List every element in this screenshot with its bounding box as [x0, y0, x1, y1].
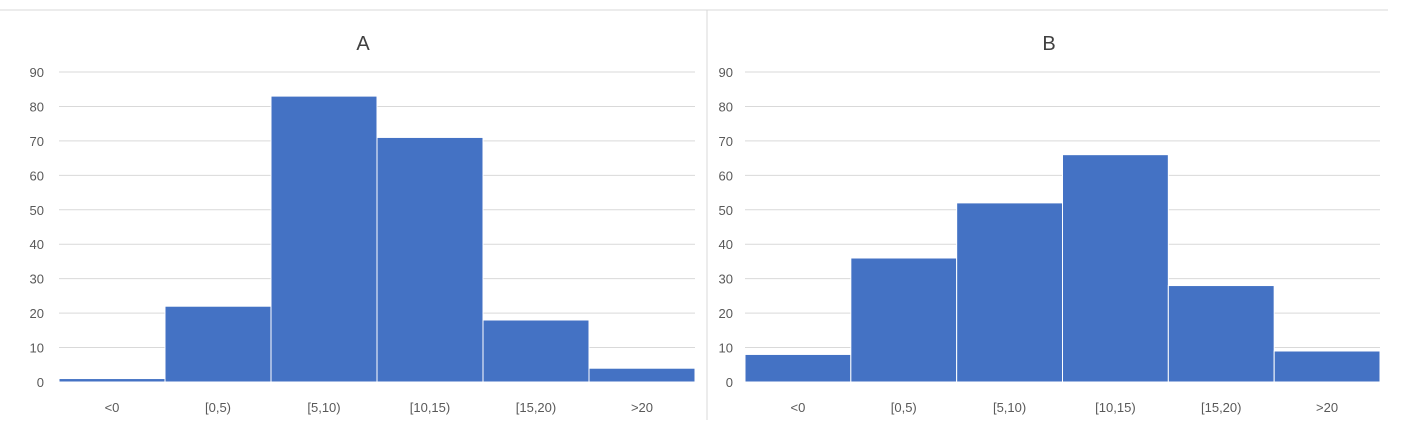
y-tick-label: 10 [719, 341, 733, 356]
y-tick-label: 0 [726, 375, 733, 390]
x-tick-label: [5,10) [307, 400, 340, 415]
bar [58, 378, 166, 383]
y-tick-label: 20 [719, 306, 733, 321]
bar [850, 257, 958, 383]
bar [1273, 350, 1381, 383]
bar [1062, 154, 1169, 383]
x-tick-label: <0 [105, 400, 120, 415]
x-tick-label: [0,5) [891, 400, 917, 415]
x-tick-label: [5,10) [993, 400, 1026, 415]
x-tick-label: >20 [1316, 400, 1338, 415]
y-tick-label: 30 [719, 272, 733, 287]
bar [482, 319, 590, 383]
y-tick-label: 50 [719, 203, 733, 218]
x-tick-label: [15,20) [516, 400, 556, 415]
x-tick-label: <0 [791, 400, 806, 415]
bar [744, 353, 852, 383]
y-tick-label: 10 [30, 341, 44, 356]
y-tick-label: 0 [37, 375, 44, 390]
y-tick-label: 60 [719, 168, 733, 183]
y-tick-label: 80 [30, 99, 44, 114]
bar [1167, 285, 1275, 383]
chart-panel-a: A 0 10 20 30 40 50 60 70 80 90 <0 [0,5) [5,10) [10,1… [30, 33, 696, 415]
chart-title: A [356, 33, 370, 55]
x-tick-label: [0,5) [205, 400, 231, 415]
x-tick-label: >20 [631, 400, 653, 415]
chart-panel-b: B 0 10 20 30 40 50 60 70 80 90 <0 [0,5) [5,10) [10,1… [719, 33, 1381, 415]
y-tick-label: 30 [30, 272, 44, 287]
bar [164, 305, 272, 383]
bar [588, 367, 696, 383]
bar [270, 95, 378, 383]
y-tick-label: 70 [30, 134, 44, 149]
y-tick-label: 60 [30, 168, 44, 183]
chart-title: B [1042, 33, 1055, 55]
y-tick-label: 50 [30, 203, 44, 218]
y-tick-label: 40 [719, 237, 733, 252]
y-tick-label: 90 [30, 65, 44, 80]
x-tick-label: [10,15) [410, 400, 450, 415]
x-tick-label: [15,20) [1201, 400, 1241, 415]
y-tick-label: 20 [30, 306, 44, 321]
x-tick-label: [10,15) [1095, 400, 1135, 415]
bar [956, 202, 1064, 383]
y-tick-label: 80 [719, 99, 733, 114]
y-tick-label: 90 [719, 65, 733, 80]
y-tick-label: 70 [719, 134, 733, 149]
bar [376, 136, 484, 383]
y-tick-label: 40 [30, 237, 44, 252]
